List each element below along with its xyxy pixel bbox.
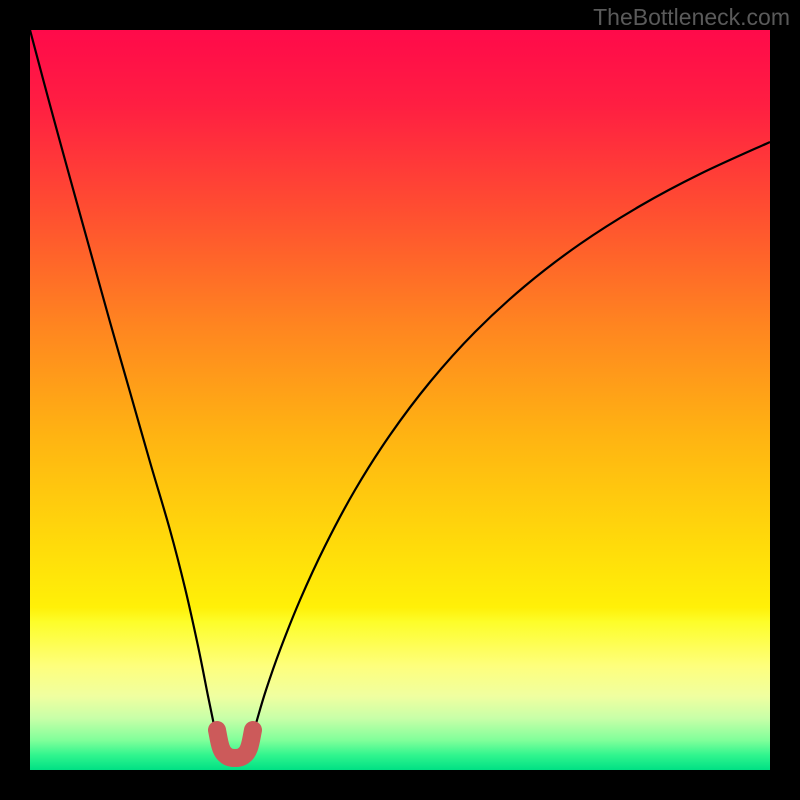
plot-area: [30, 30, 770, 770]
watermark-text: TheBottleneck.com: [593, 4, 790, 31]
chart-container: TheBottleneck.com: [0, 0, 800, 800]
bottleneck-curve-chart: [30, 30, 770, 770]
gradient-background: [30, 30, 770, 770]
